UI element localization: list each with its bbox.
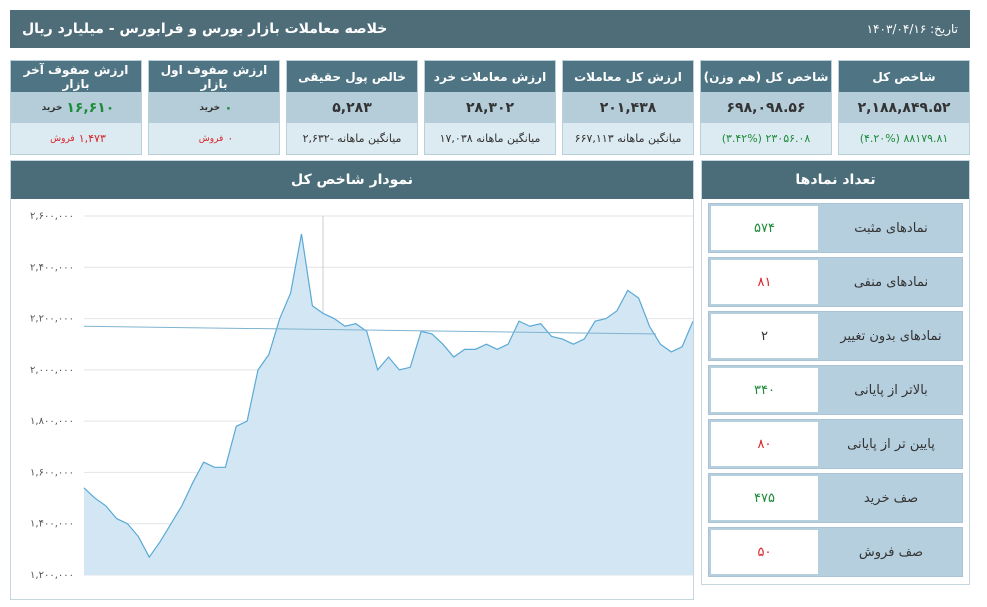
count-value: ۴۷۵ — [711, 476, 818, 520]
count-row: بالاتر از پایانی ۳۴۰ — [708, 365, 963, 415]
sell-row: ۱,۴۷۳ فروش — [11, 123, 141, 154]
sell-label: فروش — [198, 133, 224, 144]
count-value: ۲ — [711, 314, 818, 358]
date: تاریخ: ۱۴۰۳/۰۴/۱۶ — [866, 22, 958, 36]
buy-row: ۰ خرید — [149, 92, 279, 123]
y-tick-label: ۲,۴۰۰,۰۰۰ — [30, 262, 74, 273]
header: تاریخ: ۱۴۰۳/۰۴/۱۶ خلاصه معاملات بازار بو… — [10, 10, 970, 48]
count-label: پایین تر از پایانی — [847, 436, 935, 452]
buy-label: خرید — [199, 102, 221, 113]
card-title: ارزش صفوف آخر بازار — [11, 61, 141, 92]
y-tick-label: ۱,۸۰۰,۰۰۰ — [30, 416, 74, 427]
chart-title: نمودار شاخص کل — [11, 161, 693, 199]
reference-line — [83, 325, 657, 335]
y-tick-label: ۲,۰۰۰,۰۰۰ — [30, 365, 74, 376]
card-value: ۲۸,۳۰۲ — [425, 92, 555, 123]
card-value: ۲,۱۸۸,۸۴۹.۵۲ — [839, 92, 969, 123]
chart-panel: نمودار شاخص کل ۱,۲۰۰,۰۰۰ ۱,۴۰۰,۰۰۰ ۱,۶۰۰,۰… — [10, 160, 694, 600]
y-tick-label: ۱,۶۰۰,۰۰۰ — [30, 467, 74, 478]
counts-panel: تعداد نمادها نمادهای مثبت ۵۷۴ نمادهای منفی… — [701, 160, 970, 585]
card-title: خالص پول حقیقی — [287, 61, 417, 92]
count-row: صف خرید ۴۷۵ — [708, 473, 963, 523]
sell-value: ۰ — [227, 132, 234, 145]
count-value: ۳۴۰ — [711, 368, 818, 412]
chart: ۱,۲۰۰,۰۰۰ ۱,۴۰۰,۰۰۰ ۱,۶۰۰,۰۰۰ ۱,۸۰۰,۰۰۰ ۲,۰۰… — [30, 211, 694, 581]
card-title: ارزش صفوف اول بازار — [149, 61, 279, 92]
count-row: نمادهای بدون تغییر ۲ — [708, 311, 963, 361]
card-value: ۵,۲۸۳ — [287, 92, 417, 123]
count-value: ۸۱ — [711, 260, 818, 304]
count-label: صف خرید — [863, 490, 919, 506]
y-tick-label: ۲,۶۰۰,۰۰۰ — [30, 211, 74, 222]
stat-card: ارزش کل معاملات ۲۰۱,۴۳۸ میانگین ماهانه ۶۶۷… — [562, 60, 694, 155]
count-row: صف فروش ۵۰ — [708, 527, 963, 577]
card-title: شاخص کل — [839, 61, 969, 92]
buy-value: ۰ — [224, 99, 233, 116]
card-value: ۶۹۸,۰۹۸.۵۶ — [701, 92, 831, 123]
card-sub: میانگین ماهانه ۶۶۷,۱۱۳ — [563, 123, 693, 154]
count-value: ۵۰ — [711, 530, 818, 574]
count-label: نمادهای بدون تغییر — [840, 328, 942, 344]
stat-card: شاخص کل ۲,۱۸۸,۸۴۹.۵۲ ۸۸۱۷۹.۸۱ (۴.۲۰%) — [838, 60, 970, 155]
count-row: پایین تر از پایانی ۸۰ — [708, 419, 963, 469]
sell-row: ۰ فروش — [149, 123, 279, 154]
card-value: ۲۰۱,۴۳۸ — [563, 92, 693, 123]
card-sub: ۲۳۰۵۶.۰۸ (۳.۴۲%) — [701, 123, 831, 154]
buy-value: ۱۶,۶۱۰ — [66, 99, 115, 116]
queue-card: ارزش صفوف اول بازار ۰ خرید ۰ فروش — [148, 60, 280, 155]
count-value: ۸۰ — [711, 422, 818, 466]
card-title: ارزش معاملات خرد — [425, 61, 555, 92]
card-title: ارزش کل معاملات — [563, 61, 693, 92]
queue-card: ارزش صفوف آخر بازار ۱۶,۶۱۰ خرید ۱,۴۷۳ فروش — [10, 60, 142, 155]
card-title: شاخص کل (هم وزن) — [701, 61, 831, 92]
count-label: صف فروش — [858, 544, 924, 560]
card-sub: میانگین ماهانه -۲,۶۳۲ — [287, 123, 417, 154]
counts-title: تعداد نمادها — [702, 161, 969, 199]
card-sub: ۸۸۱۷۹.۸۱ (۴.۲۰%) — [839, 123, 969, 154]
buy-label: خرید — [41, 102, 63, 113]
y-tick-label: ۱,۴۰۰,۰۰۰ — [30, 519, 74, 530]
count-value: ۵۷۴ — [711, 206, 818, 250]
cards: شاخص کل ۲,۱۸۸,۸۴۹.۵۲ ۸۸۱۷۹.۸۱ (۴.۲۰%) شاخص … — [10, 60, 970, 155]
sell-value: ۱,۴۷۳ — [78, 132, 106, 145]
y-tick-label: ۲,۲۰۰,۰۰۰ — [30, 314, 74, 325]
stat-card: خالص پول حقیقی ۵,۲۸۳ میانگین ماهانه -۲,۶۳۲ — [286, 60, 418, 155]
sell-label: فروش — [50, 133, 75, 144]
stat-card: ارزش معاملات خرد ۲۸,۳۰۲ میانگین ماهانه ۱۷,… — [424, 60, 556, 155]
card-sub: میانگین ماهانه ۱۷,۰۳۸ — [425, 123, 555, 154]
area — [84, 233, 693, 575]
y-tick-label: ۱,۲۰۰,۰۰۰ — [30, 570, 74, 581]
line — [83, 233, 694, 559]
stat-card: شاخص کل (هم وزن) ۶۹۸,۰۹۸.۵۶ ۲۳۰۵۶.۰۸ (۳.۴۲… — [700, 60, 832, 155]
count-label: بالاتر از پایانی — [854, 382, 928, 398]
count-row: نمادهای مثبت ۵۷۴ — [708, 203, 963, 253]
title: خلاصه معاملات بازار بورس و فرابورس - میل… — [22, 21, 388, 37]
count-label: نمادهای منفی — [853, 274, 929, 290]
buy-row: ۱۶,۶۱۰ خرید — [11, 92, 141, 123]
count-label: نمادهای مثبت — [854, 220, 928, 236]
count-row: نمادهای منفی ۸۱ — [708, 257, 963, 307]
